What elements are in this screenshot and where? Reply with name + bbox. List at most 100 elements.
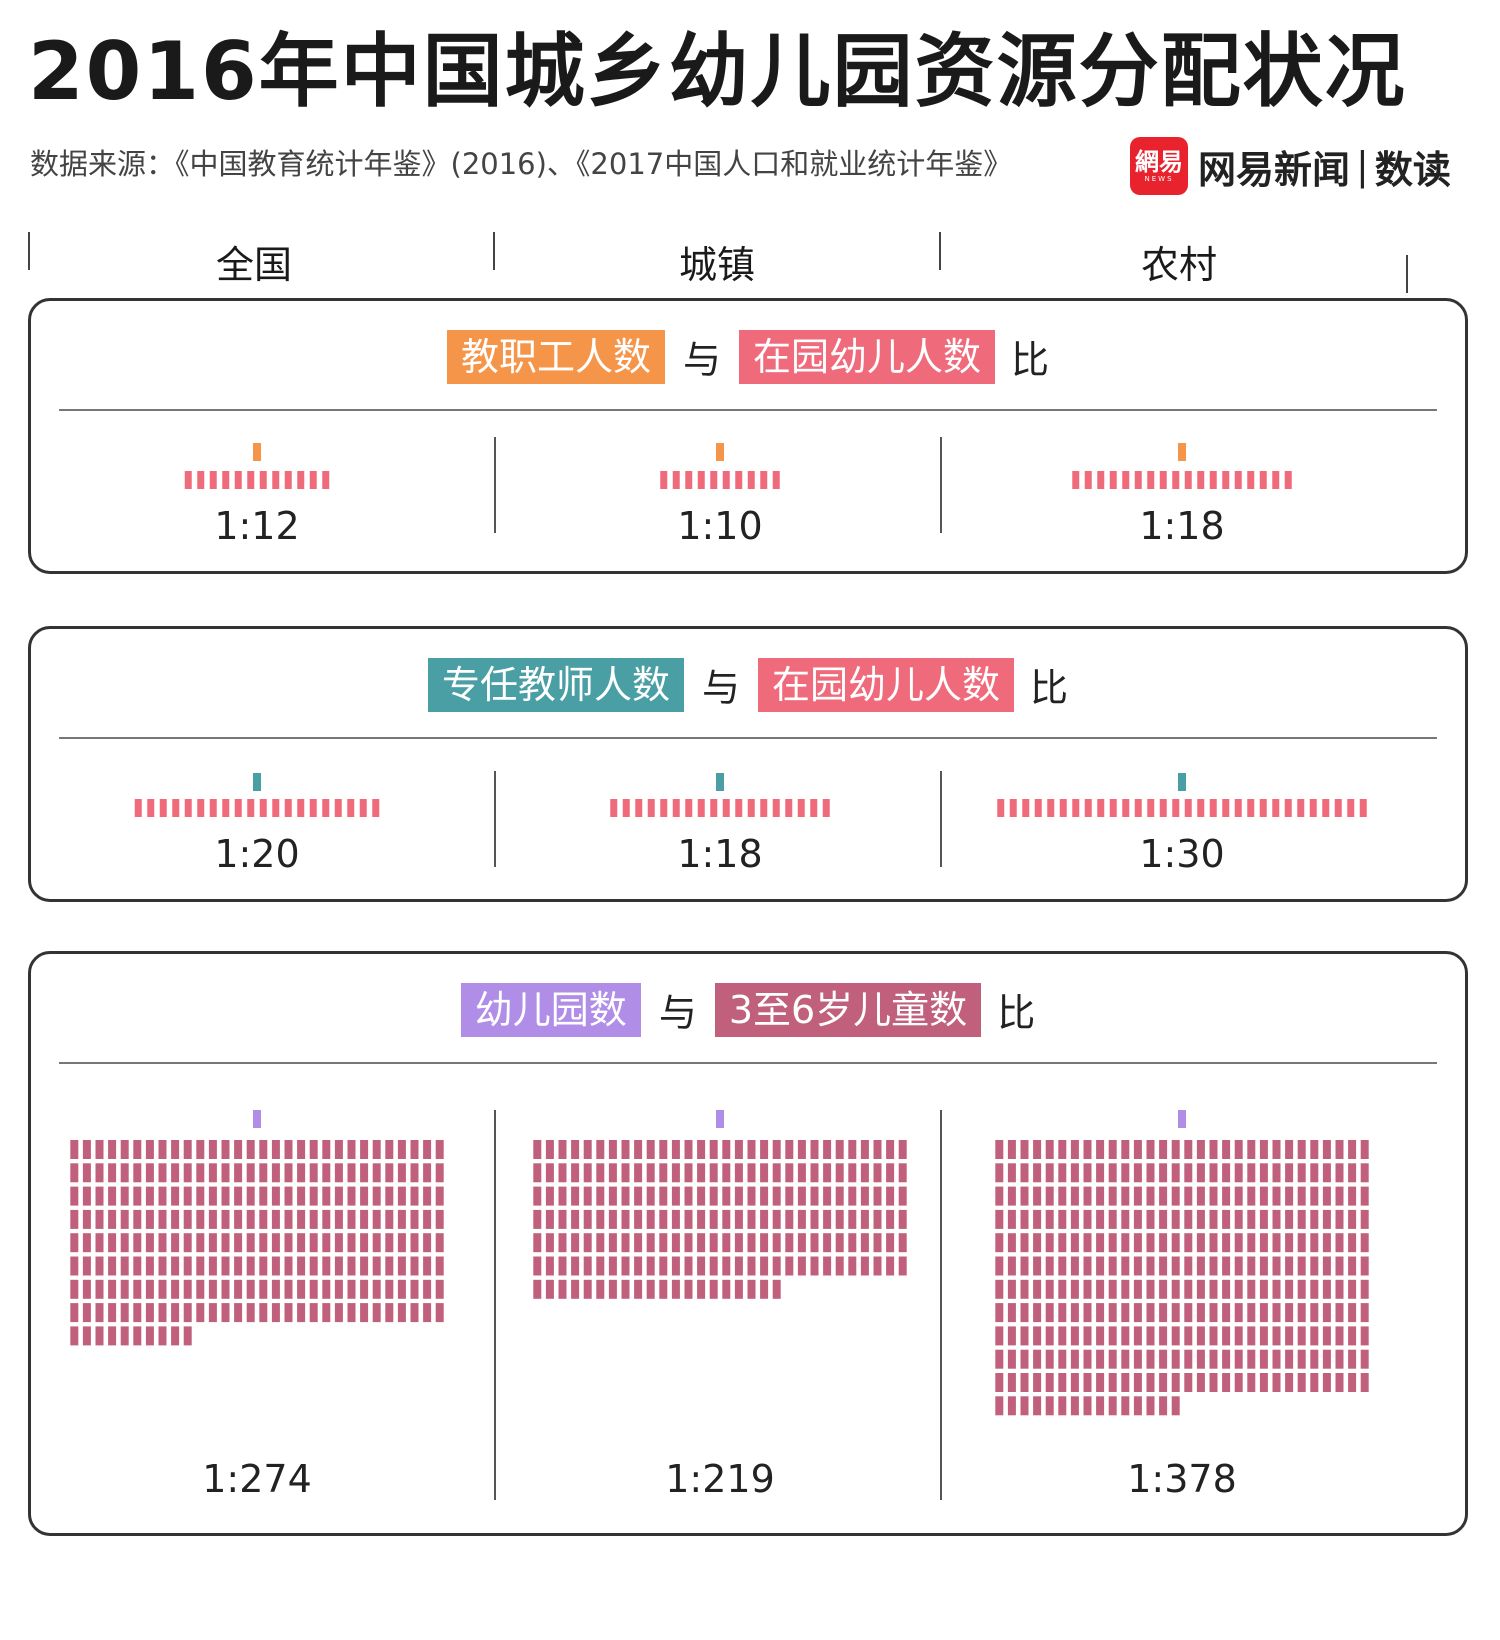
ratio-bar-rural [1360,1303,1369,1323]
ratio-bar-rural [1272,1256,1281,1276]
ratio-bar-rural [1322,1303,1331,1323]
ratio-bar-national [322,1209,331,1229]
ratio-bar-rural [1184,471,1192,489]
ratio-bar-urban [848,1256,857,1276]
ratio-bar-rural [1360,1349,1369,1369]
ratio-bar-rural [1133,1163,1142,1183]
ratio-bar-national [183,1233,192,1253]
ratio-bar-national [322,1256,331,1276]
ratio-bar-national [297,1279,306,1299]
ratio-bar-national [120,1233,129,1253]
ratio-bar-rural [1097,471,1105,489]
ratio-bar-rural [1259,1326,1268,1346]
ratio-bar-rural [1007,1163,1016,1183]
ratio-bar-rural [1272,1186,1281,1206]
netease-logo-icon: 網易 NEWS [1130,137,1188,195]
ratio-bar-rural [1209,799,1217,817]
ratio-bar-urban [722,799,730,817]
ratio-bar-national [196,1186,205,1206]
ratio-bar-rural [1007,1233,1016,1253]
ratio-bar-national [435,1233,444,1253]
ratio-bar-urban [545,1256,554,1276]
ratio-bar-rural [1322,1279,1331,1299]
ratio-bar-national [372,1256,381,1276]
ratio-bar-rural [1348,1140,1357,1159]
ratio-bar-rural [1020,1163,1029,1183]
ratio-bar-rural [1121,1396,1130,1416]
ratio-bar-rural [1171,1233,1180,1253]
ratio-bar-rural [1159,1303,1168,1323]
ratio-bar-rural [1083,1349,1092,1369]
ratio-bar-urban [734,1140,743,1159]
ratio-bar-rural [1222,1163,1231,1183]
ratio-bar-national [360,1279,369,1299]
ratio-bar-urban [646,1186,655,1206]
ratio-bar-rural [1108,1349,1117,1369]
tag-children: 在园幼儿人数 [739,329,996,384]
ratio-bar-national [171,1186,180,1206]
ratio-bar-urban [608,1186,617,1206]
ratio-bar-rural [1147,799,1155,817]
ratio-bar-rural [1058,1279,1067,1299]
ratio-bar-national [284,471,292,489]
ratio-bar-urban [886,1233,895,1253]
ratio-bar-urban [684,1233,693,1253]
ratio-bar-urban [646,1140,655,1159]
ratio-bar-national [70,1256,79,1276]
ratio-bar-national [234,1140,243,1159]
ratio-bar-national [120,1279,129,1299]
ratio-bar-national [234,799,242,817]
ratio-bar-rural [1096,1186,1105,1206]
ratio-bar-rural [1360,1279,1369,1299]
ratio-bar-urban [545,1233,554,1253]
ratio-bar-national [145,1186,154,1206]
ratio-bar-national [297,1303,306,1323]
ratio-bar-urban [898,1233,907,1253]
ratio-bar-rural [1108,1396,1117,1416]
ratio-bar-urban [810,799,818,817]
ratio-bar-rural [1197,799,1205,817]
ratio-bar-national [208,1256,217,1276]
ratio-bar-national [397,1256,406,1276]
ratio-bar-rural [1335,1163,1344,1183]
ratio-bar-national [159,799,167,817]
ratio-bar-rural [1007,1209,1016,1229]
ratio-bar-national [183,1209,192,1229]
ratio-bar-national [82,1326,91,1346]
ratio-bar-national [259,1186,268,1206]
ratio-bar-urban [684,1256,693,1276]
ratio-bar-rural [1147,471,1155,489]
ratio-bar-national [334,1140,343,1159]
ratio-bar-urban [710,471,718,489]
ratio-bar-urban [545,1209,554,1229]
unit-mark-national [253,443,261,461]
ratio-bar-rural [1334,799,1342,817]
ratio-bar-national [120,1140,129,1159]
ratio-bar-urban [596,1163,605,1183]
ratio-bar-national [70,1233,79,1253]
ratio-bar-urban [860,1186,869,1206]
ratio-bar-rural [1159,1186,1168,1206]
ratio-bar-rural [1259,1209,1268,1229]
ratio-bar-rural [1070,1209,1079,1229]
ratio-bar-national [334,1303,343,1323]
ratio-bar-rural [1209,1256,1218,1276]
ratio-bar-national [196,1163,205,1183]
ratio-bar-national [221,1163,230,1183]
ratio-bar-national [259,1303,268,1323]
ratio-bar-urban [810,1256,819,1276]
ratio-bar-rural [1247,799,1255,817]
ratio-bar-national [234,1279,243,1299]
ratio-bar-rural [1108,1326,1117,1346]
ratio-bar-national [372,1140,381,1159]
ratio-bar-national [297,1256,306,1276]
ratio-bar-national [108,1303,117,1323]
ratio-bar-urban [571,1186,580,1206]
ratio-bar-urban [558,1163,567,1183]
ratio-bar-rural [1007,1256,1016,1276]
ratio-bar-rural [1070,1186,1079,1206]
ratio-bar-national [70,1326,79,1346]
ratio-bar-rural [1297,1373,1306,1392]
ratio-bar-national [120,1326,129,1346]
ratio-bar-national [397,1209,406,1229]
